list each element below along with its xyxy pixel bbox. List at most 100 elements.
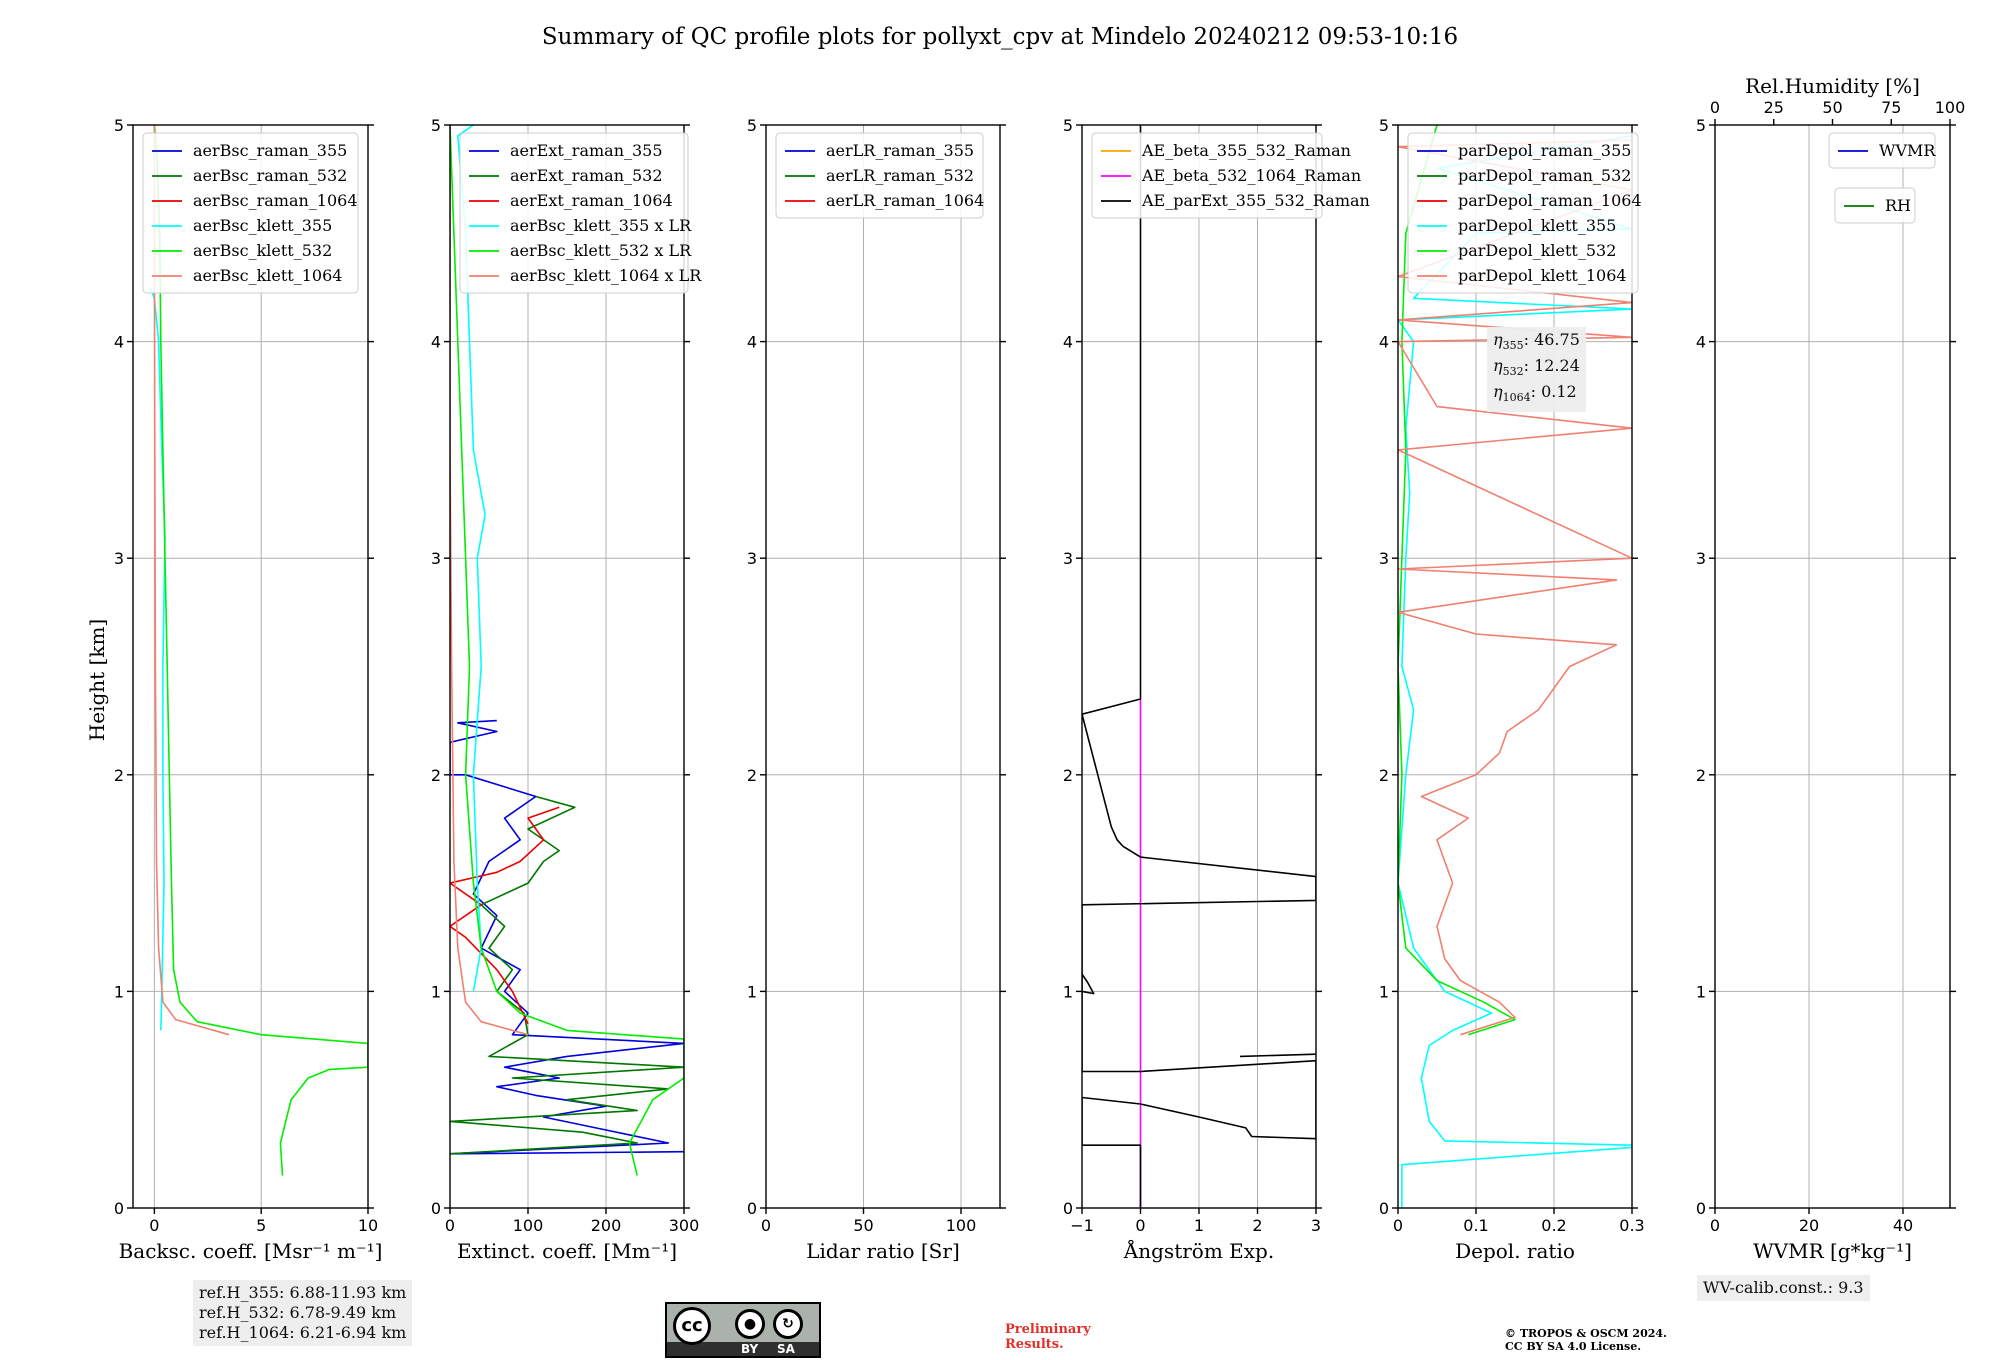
top-axis-label: Rel.Humidity [%]	[1745, 74, 1920, 98]
x-tick-label: 0.1	[1463, 1216, 1488, 1235]
eta-box: η355: 46.75 η532: 12.24 η1064: 0.12	[1487, 327, 1586, 412]
legend-entry: parDepol_klett_532	[1458, 241, 1616, 260]
y-tick-label: 1	[1696, 982, 1706, 1001]
legend-entry: parDepol_raman_355	[1458, 141, 1631, 160]
series-bsc-1	[153, 125, 368, 1176]
y-tick-label: 4	[1379, 333, 1389, 352]
legend-ext: aerExt_raman_355 aerExt_raman_532 aerExt_r…	[459, 132, 702, 294]
preliminary-note: Preliminary Results.	[1005, 1322, 1091, 1352]
sa-icon: ↻	[773, 1309, 803, 1339]
x-tick-label: 100	[946, 1216, 977, 1235]
legend-entry: aerBsc_klett_532 x LR	[510, 241, 692, 260]
ref-height-532: ref.H_532: 6.78-9.49 km	[199, 1303, 397, 1322]
y-tick-label: 4	[431, 333, 441, 352]
legend-entry: parDepol_klett_1064	[1458, 266, 1627, 285]
legend-ae: AE_beta_355_532_Raman AE_beta_532_1064_Ra…	[1091, 132, 1370, 219]
y-tick-label: 2	[1063, 766, 1073, 785]
y-tick-label: 1	[1063, 982, 1073, 1001]
y-tick-label: 1	[747, 982, 757, 1001]
legend-entry: parDepol_klett_355	[1458, 216, 1616, 235]
y-tick-label: 4	[747, 333, 757, 352]
x-tick-label: 200	[591, 1216, 622, 1235]
axes-frame-ext	[449, 124, 685, 1209]
legend-lr: aerLR_raman_355 aerLR_raman_532 aerLR_rama…	[775, 132, 984, 219]
cc-license-badge: cc ● ↻ BY SA	[665, 1302, 821, 1358]
panel-depol: 0 1 2 3 4 5 0 0.1 0.2 0.3 Depol. ratio parDepol_ram…	[1379, 116, 1645, 1263]
y-tick-label: 0	[431, 1199, 441, 1218]
series-ext-2	[450, 806, 560, 1025]
legend-depol: parDepol_raman_355 parDepol_raman_532 parD…	[1407, 132, 1642, 294]
x-tick-label: 0.3	[1619, 1216, 1644, 1235]
y-tick-label: 5	[1379, 116, 1389, 135]
x-tick-label: 1	[1194, 1216, 1204, 1235]
legend-entry: RH	[1885, 196, 1911, 215]
series-bsc-2	[153, 125, 230, 1036]
legend-entry: aerBsc_raman_1064	[193, 191, 358, 210]
y-tick-label: 0	[114, 1199, 124, 1218]
x-tick-label: 0	[445, 1216, 455, 1235]
legend-box	[142, 132, 359, 294]
x-axis-label-ae: Ångström Exp.	[1123, 1238, 1274, 1263]
legend-entry: aerExt_raman_355	[510, 141, 663, 160]
y-tick-label: 5	[431, 116, 441, 135]
y-tick-label: 4	[1696, 333, 1706, 352]
y-tick-label: 0	[1379, 1199, 1389, 1218]
legend-entry: aerBsc_klett_1064	[193, 266, 342, 285]
legend-box	[459, 132, 689, 294]
series-ext-1	[450, 795, 684, 1155]
legend-box	[1091, 132, 1323, 219]
legend-bsc: aerBsc_raman_355 aerBsc_raman_532 aerBsc_r…	[142, 132, 359, 294]
y-tick-label: 1	[431, 982, 441, 1001]
legend-rh: RH	[1834, 187, 1916, 224]
wv-calib-box: WV-calib.const.: 9.3	[1697, 1275, 1870, 1301]
x-tick-label: 0	[1393, 1216, 1403, 1235]
ref-height-box: ref.H_355: 6.88-11.93 km ref.H_532: 6.78…	[193, 1280, 413, 1346]
y-tick-label: 2	[1696, 766, 1706, 785]
eta-1064: η1064: 0.12	[1493, 382, 1577, 405]
legend-entry: aerBsc_klett_355	[193, 216, 332, 235]
series-group-depol	[1398, 125, 1632, 1208]
y-tick-label: 3	[747, 549, 757, 568]
legend-box	[1828, 132, 1936, 169]
legend-entry: aerExt_raman_532	[510, 166, 663, 185]
x-axis-label-lr: Lidar ratio [Sr]	[806, 1239, 960, 1263]
series-ae-3	[1082, 973, 1095, 995]
y-tick-label: 5	[114, 116, 124, 135]
x-tick-label: 10	[358, 1216, 378, 1235]
legend-entry: aerLR_raman_532	[826, 166, 974, 185]
eta-532: η532: 12.24	[1493, 356, 1580, 379]
legend-box	[775, 132, 984, 219]
wv-calib-text: WV-calib.const.: 9.3	[1703, 1278, 1864, 1297]
series-bsc-0	[149, 287, 166, 1031]
top-tick-label: 25	[1764, 98, 1784, 117]
y-tick-label: 0	[1063, 1199, 1073, 1218]
series-group-ae	[1082, 125, 1316, 1208]
top-tick-label: 100	[1935, 98, 1966, 117]
legend-box	[1834, 187, 1916, 224]
legend-entry: aerLR_raman_355	[826, 141, 974, 160]
y-tick-label: 1	[114, 982, 124, 1001]
y-tick-label: 1	[1379, 982, 1389, 1001]
series-ae-1	[1082, 125, 1316, 1208]
legend-entry: aerExt_raman_1064	[510, 191, 673, 210]
series-depol-2	[1398, 139, 1632, 1036]
by-label: BY	[741, 1342, 759, 1356]
legend-entry: aerBsc_klett_532	[193, 241, 332, 260]
x-tick-label: 5	[256, 1216, 266, 1235]
legend-box	[1407, 132, 1639, 294]
x-tick-label: 20	[1799, 1216, 1819, 1235]
x-axis-label-depol: Depol. ratio	[1455, 1239, 1575, 1263]
eta-355: η355: 46.75	[1493, 330, 1580, 353]
series-ae-2	[1239, 1053, 1316, 1058]
y-axis-label: Height [km]	[85, 619, 109, 741]
x-tick-label: 0	[149, 1216, 159, 1235]
legend-entry: aerBsc_raman_532	[193, 166, 347, 185]
legend-entry: aerBsc_klett_355 x LR	[510, 216, 692, 235]
y-tick-label: 2	[1379, 766, 1389, 785]
series-ext-4	[450, 125, 684, 1176]
y-tick-label: 2	[431, 766, 441, 785]
legend-entry: AE_beta_355_532_Raman	[1141, 141, 1351, 160]
